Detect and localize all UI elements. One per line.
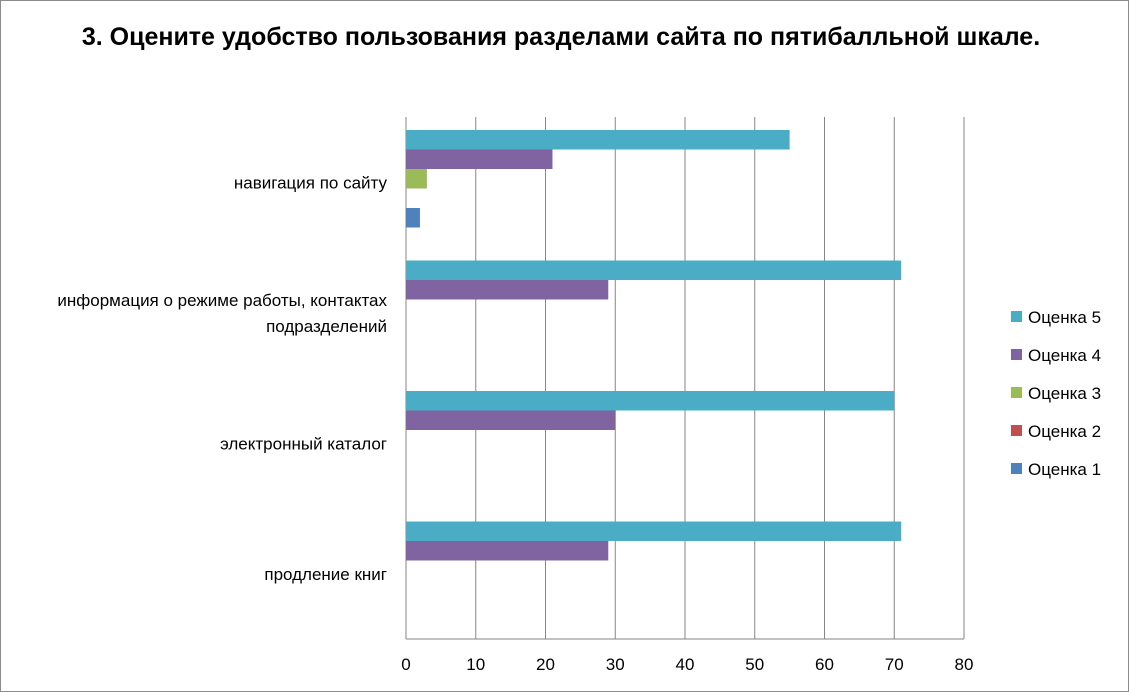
bar-оценка-3 [406,169,427,189]
x-tick-label: 80 [955,655,974,674]
chart-title: 3. Оцените удобство пользования разделам… [81,23,1041,51]
x-tick-label: 50 [745,655,764,674]
bar-оценка-4 [406,280,609,300]
category-label: информация о режиме работы, контактах [57,291,387,310]
x-tick-label: 0 [401,655,410,674]
legend-swatch [1011,387,1022,398]
legend-label: Оценка 1 [1028,460,1101,479]
category-label: продление книг [264,565,387,584]
bar-оценка-5 [406,521,902,541]
legend-label: Оценка 4 [1028,346,1101,365]
bar-оценка-5 [406,130,790,150]
bar-оценка-4 [406,410,616,430]
legend-swatch [1011,463,1022,474]
legend-label: Оценка 2 [1028,422,1101,441]
category-label: электронный каталог [220,434,387,453]
x-tick-label: 60 [815,655,834,674]
category-label: навигация по сайту [234,173,388,192]
x-tick-label: 70 [885,655,904,674]
bar-оценка-1 [406,208,420,228]
x-tick-label: 10 [466,655,485,674]
legend-swatch [1011,349,1022,360]
bar-оценка-4 [406,149,553,169]
bar-оценка-5 [406,391,895,411]
x-tick-label: 20 [536,655,555,674]
legend-swatch [1011,311,1022,322]
category-label: подразделений [266,317,387,336]
x-tick-label: 40 [676,655,695,674]
legend-swatch [1011,425,1022,436]
bar-оценка-4 [406,541,609,561]
x-tick-label: 30 [606,655,625,674]
legend-label: Оценка 5 [1028,308,1101,327]
bar-оценка-5 [406,260,902,280]
legend-label: Оценка 3 [1028,384,1101,403]
